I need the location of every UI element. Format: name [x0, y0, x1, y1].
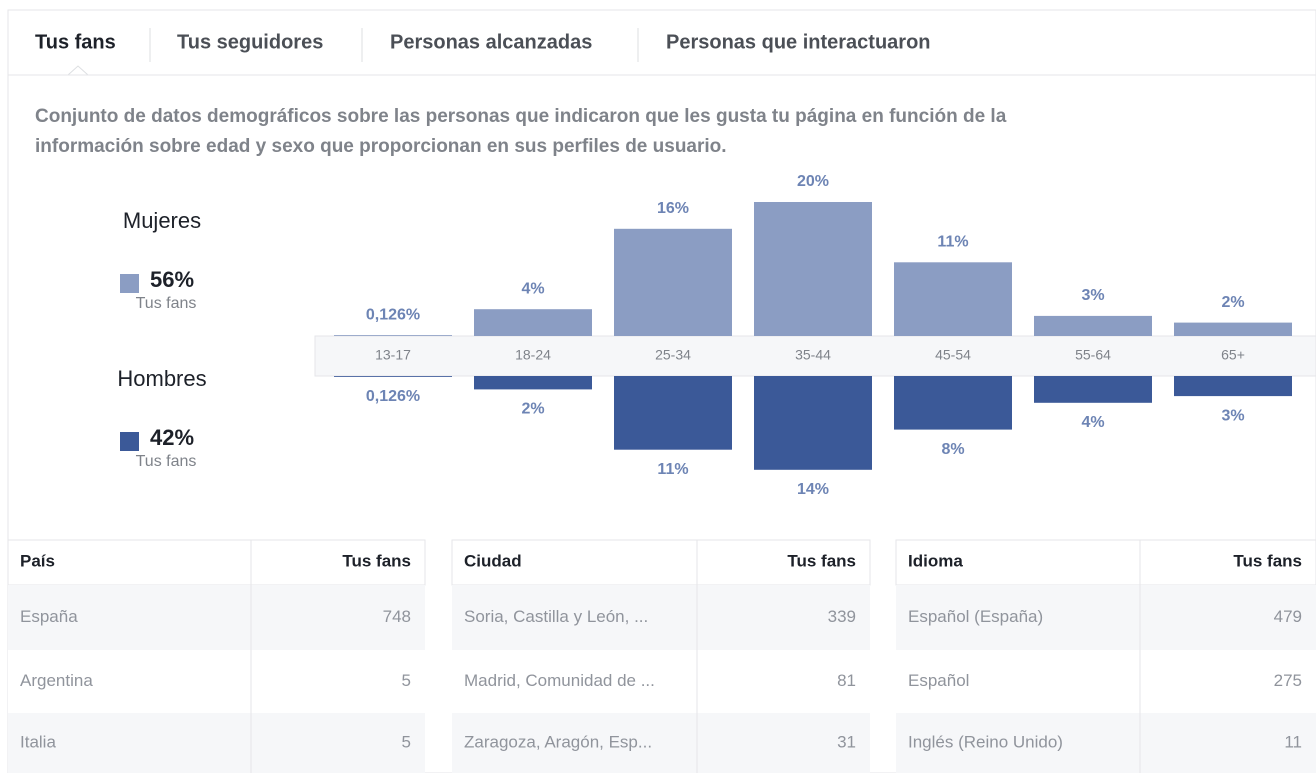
- table-row: [452, 585, 870, 650]
- cell: 11: [1284, 732, 1302, 751]
- legend-caption: Tus fans: [136, 453, 197, 470]
- table-header: [7, 539, 426, 586]
- bar-women: [334, 335, 452, 336]
- bar-men: [474, 376, 592, 390]
- description: información sobre edad y sexo que propor…: [35, 136, 727, 157]
- tab[interactable]: Personas alcanzadas: [390, 31, 592, 53]
- age-label: 13-17: [375, 347, 411, 363]
- value-label: 8%: [941, 441, 964, 458]
- cell: 81: [837, 671, 856, 690]
- value-label: 4%: [521, 280, 544, 297]
- cell: 5: [402, 671, 411, 690]
- cell: Argentina: [20, 671, 93, 690]
- header-cell: País: [20, 551, 55, 570]
- bar-women: [894, 262, 1012, 336]
- bar-women: [1174, 322, 1292, 336]
- header-cell: Tus fans: [1233, 551, 1302, 570]
- value-label: 14%: [797, 481, 829, 498]
- age-label: 65+: [1221, 347, 1245, 363]
- cell: Italia: [20, 732, 56, 751]
- age-label: 45-54: [935, 347, 971, 363]
- value-label: 3%: [1221, 407, 1244, 424]
- tab-bar: [7, 9, 1316, 76]
- table-row: [8, 713, 425, 773]
- header-cell: Idioma: [908, 551, 963, 570]
- cell: Madrid, Comunidad de ...: [464, 671, 655, 690]
- legend-name: Hombres: [117, 366, 206, 391]
- value-label: 2%: [521, 401, 544, 418]
- bar-men: [1034, 376, 1152, 403]
- header-cell: Ciudad: [464, 551, 522, 570]
- panel-border: [7, 74, 1316, 773]
- bar-men: [614, 376, 732, 450]
- value-label: 4%: [1081, 414, 1104, 431]
- cell: 339: [828, 607, 856, 626]
- bar-women: [474, 309, 592, 336]
- bar-men: [334, 376, 452, 377]
- bar-women: [614, 228, 732, 336]
- legend-swatch: [120, 432, 139, 451]
- cell: Soria, Castilla y León, ...: [464, 607, 648, 626]
- cell: España: [20, 607, 78, 626]
- cell: 5: [402, 732, 411, 751]
- cell: Zaragoza, Aragón, Esp...: [464, 732, 652, 751]
- value-label: 2%: [1221, 294, 1244, 311]
- tab[interactable]: Personas que interactuaron: [666, 31, 931, 53]
- legend-total: 56%: [150, 267, 194, 292]
- value-label: 16%: [657, 200, 689, 217]
- table-row: [896, 650, 1316, 713]
- cell: Inglés (Reino Unido): [908, 732, 1063, 751]
- description: Conjunto de datos demográficos sobre las…: [35, 106, 1007, 127]
- age-label: 55-64: [1075, 347, 1111, 363]
- table-row: [896, 585, 1316, 650]
- active-tab-indicator: [67, 65, 89, 76]
- bar-women: [1034, 315, 1152, 336]
- cell: 479: [1274, 607, 1302, 626]
- table-header: [895, 539, 1316, 586]
- cell: Español: [908, 671, 969, 690]
- bar-men: [1174, 376, 1292, 397]
- legend-caption: Tus fans: [136, 295, 197, 312]
- cell: 275: [1274, 671, 1302, 690]
- table-row: [8, 650, 425, 713]
- legend-swatch: [120, 274, 139, 293]
- bar-men: [754, 376, 872, 470]
- value-label: 11%: [657, 461, 688, 478]
- header-cell: Tus fans: [342, 551, 411, 570]
- bar-men: [894, 376, 1012, 430]
- bar-women: [754, 202, 872, 336]
- table-row: [8, 585, 425, 650]
- table-row: [896, 713, 1316, 773]
- age-label: 18-24: [515, 347, 551, 363]
- tab[interactable]: Tus fans: [35, 31, 116, 53]
- table-row: [452, 713, 870, 773]
- value-label: 11%: [937, 234, 968, 251]
- legend-total: 42%: [150, 425, 194, 450]
- tab[interactable]: Tus seguidores: [177, 31, 323, 53]
- header-cell: Tus fans: [787, 551, 856, 570]
- value-label: 20%: [797, 173, 829, 190]
- table-header: [451, 539, 871, 586]
- age-label: 25-34: [655, 347, 691, 363]
- value-label: 3%: [1081, 287, 1104, 304]
- age-label: 35-44: [795, 347, 831, 363]
- table-row: [452, 650, 870, 713]
- cell: 31: [837, 732, 856, 751]
- value-label: 0,126%: [366, 306, 420, 323]
- cell: 748: [383, 607, 411, 626]
- cell: Español (España): [908, 607, 1043, 626]
- legend-name: Mujeres: [123, 208, 201, 233]
- value-label: 0,126%: [366, 388, 420, 405]
